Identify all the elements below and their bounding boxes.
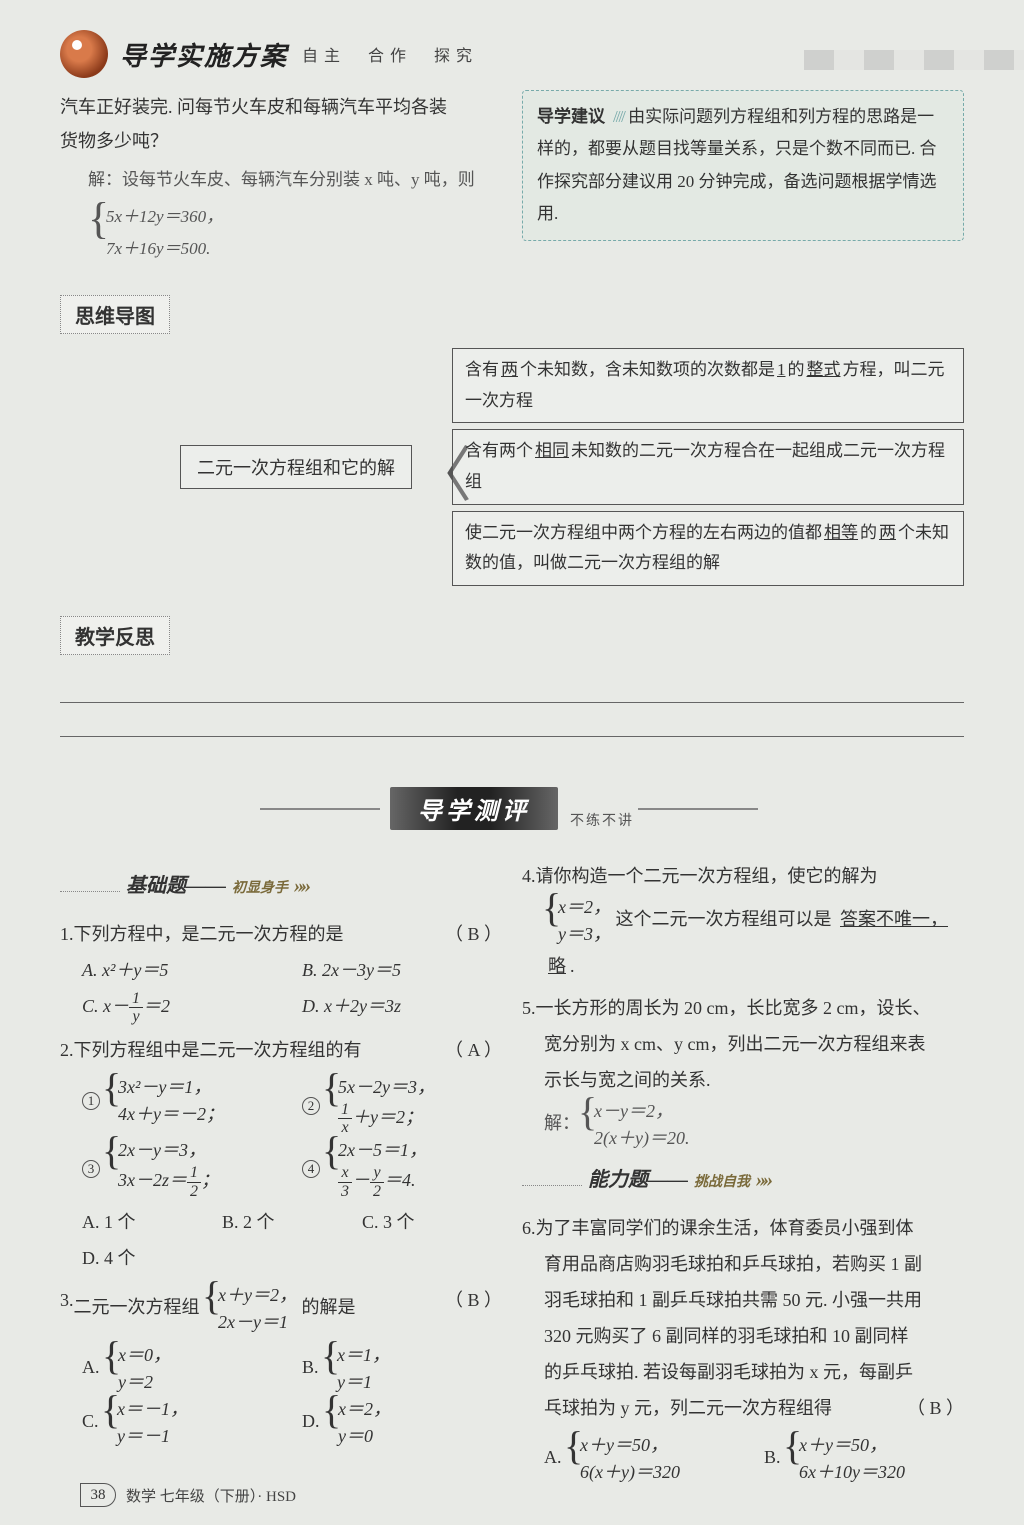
solution-system: 5x＋12y＝360， 7x＋16y＝500. (88, 201, 502, 266)
advice-box: 导学建议//// 由实际问题列方程组和列方程的思路是一样的，都要从题目找等量关系… (522, 90, 964, 241)
reflection-line-2 (60, 703, 964, 737)
category-power: 能力题——挑战自我 »» (522, 1160, 964, 1200)
header-title: 导学实施方案 (120, 36, 288, 73)
header-subtitle: 自主 合作 探究 (302, 42, 478, 66)
question-6: 6. 为了丰富同学们的课余生活，体育委员小强到体 育用品商店购羽毛球拍和乒乓球拍… (522, 1210, 964, 1486)
mindmap-box-3: 使二元一次方程组中两个方程的左右两边的值都相等的两个未知数的值，叫做二元一次方程… (452, 511, 964, 586)
question-3: 3. 二元一次方程组 x＋y＝2，2x－y＝1 的解是 （ B ） A. x＝0… (60, 1282, 502, 1450)
assessment-banner: 导学测评不练不讲 (60, 787, 964, 830)
top-section: 汽车正好装完. 问每节火车皮和每辆汽车平均各装 货物多少吨？ 解：设每节火车皮、… (60, 90, 964, 265)
page-footer: 38 数学 七年级（下册）· HSD (80, 1483, 296, 1507)
eq2: 7x＋16y＝500. (106, 233, 502, 265)
mindmap-label: 思维导图 (60, 295, 170, 334)
reflection-label: 教学反思 (60, 616, 170, 655)
question-4: 4. 请你构造一个二元一次方程组，使它的解为 x＝2，y＝3， 这个二元一次方程… (522, 858, 964, 984)
mindmap-root: 二元一次方程组和它的解 (180, 445, 412, 489)
advice-slashes: //// (613, 107, 624, 126)
questions: 基础题——初显身手 »» 1. 下列方程中，是二元一次方程的是（ B ） A. … (60, 858, 964, 1492)
advice-title: 导学建议 (537, 101, 605, 133)
banner-main: 导学测评 (390, 787, 558, 830)
reflection-line-1 (60, 669, 964, 703)
header-stripe (804, 50, 1024, 70)
banner-sub: 不练不讲 (570, 810, 634, 830)
mindmap-box-2: 含有两个相同未知数的二元一次方程合在一起组成二元一次方程组 (452, 429, 964, 504)
eq1: 5x＋12y＝360， (106, 201, 502, 233)
mindmap: 二元一次方程组和它的解 〈 含有两个未知数，含未知数项的次数都是1的整式方程，叫… (60, 348, 964, 586)
question-2: 2. 下列方程组中是二元一次方程组的有（ A ） 13x²－y＝1，4x＋y＝－… (60, 1032, 502, 1276)
solution-intro: 解：设每节火车皮、每辆汽车分别装 x 吨、y 吨，则 (88, 164, 502, 196)
problem-text-1: 汽车正好装完. 问每节火车皮和每辆汽车平均各装 (60, 90, 502, 124)
page-number: 38 (80, 1483, 116, 1507)
arrows-icon: »» (294, 866, 308, 906)
problem-text-2: 货物多少吨？ (60, 124, 502, 158)
category-base: 基础题——初显身手 »» (60, 866, 502, 906)
mindmap-box-1: 含有两个未知数，含未知数项的次数都是1的整式方程，叫二元一次方程 (452, 348, 964, 423)
page-header: 导学实施方案 自主 合作 探究 (60, 30, 964, 78)
logo-icon (60, 30, 108, 78)
question-5: 5. 一长方形的周长为 20 cm，长比宽多 2 cm，设长、 宽分别为 x c… (522, 990, 964, 1152)
question-1: 1. 下列方程中，是二元一次方程的是（ B ） A. x²＋y＝5 B. 2x－… (60, 916, 502, 1026)
arrows-icon-2: »» (756, 1160, 770, 1200)
footer-text: 数学 七年级（下册）· HSD (126, 1485, 296, 1506)
mindmap-connector: 〈 (412, 449, 452, 485)
